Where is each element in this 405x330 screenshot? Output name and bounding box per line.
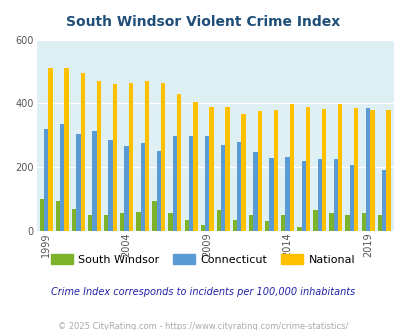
Legend: South Windsor, Connecticut, National: South Windsor, Connecticut, National [46, 250, 359, 269]
Bar [225, 107, 229, 231]
Bar [269, 158, 273, 231]
Bar [188, 136, 193, 231]
Bar [349, 165, 353, 231]
Bar [64, 68, 68, 231]
Bar [361, 214, 365, 231]
Bar [124, 147, 128, 231]
Bar [113, 83, 117, 231]
Bar [328, 214, 333, 231]
Bar [108, 140, 113, 231]
Bar [209, 107, 213, 231]
Bar [205, 136, 209, 231]
Bar [80, 73, 85, 231]
Bar [96, 81, 101, 231]
Bar [216, 210, 220, 231]
Bar [128, 82, 133, 231]
Bar [289, 104, 293, 231]
Bar [55, 201, 60, 231]
Bar [386, 110, 390, 231]
Bar [136, 213, 140, 231]
Bar [345, 215, 349, 231]
Bar [232, 220, 237, 231]
Bar [257, 111, 261, 231]
Bar [253, 152, 257, 231]
Bar [152, 201, 156, 231]
Bar [337, 104, 341, 231]
Bar [241, 114, 245, 231]
Bar [273, 110, 277, 231]
Bar [377, 215, 381, 231]
Text: South Windsor Violent Crime Index: South Windsor Violent Crime Index [66, 15, 339, 29]
Bar [173, 136, 177, 231]
Bar [104, 215, 108, 231]
Bar [145, 81, 149, 231]
Bar [333, 159, 337, 231]
Bar [365, 108, 369, 231]
Bar [313, 210, 317, 231]
Bar [60, 124, 64, 231]
Bar [285, 157, 289, 231]
Text: © 2025 CityRating.com - https://www.cityrating.com/crime-statistics/: © 2025 CityRating.com - https://www.city… [58, 322, 347, 330]
Bar [353, 108, 358, 231]
Bar [40, 199, 44, 231]
Bar [184, 220, 188, 231]
Bar [280, 215, 285, 231]
Bar [88, 215, 92, 231]
Bar [177, 94, 181, 231]
Bar [44, 129, 48, 231]
Bar [200, 225, 205, 231]
Bar [369, 110, 374, 231]
Bar [156, 151, 161, 231]
Bar [305, 107, 309, 231]
Bar [76, 134, 80, 231]
Bar [140, 143, 145, 231]
Bar [317, 159, 321, 231]
Bar [193, 102, 197, 231]
Text: Crime Index corresponds to incidents per 100,000 inhabitants: Crime Index corresponds to incidents per… [51, 287, 354, 297]
Bar [381, 170, 386, 231]
Bar [321, 109, 326, 231]
Bar [92, 130, 96, 231]
Bar [161, 83, 165, 231]
Bar [168, 214, 173, 231]
Bar [301, 161, 305, 231]
Bar [237, 142, 241, 231]
Bar [220, 145, 225, 231]
Bar [248, 215, 253, 231]
Bar [72, 209, 76, 231]
Bar [296, 227, 301, 231]
Bar [48, 68, 53, 231]
Bar [120, 214, 124, 231]
Bar [264, 221, 269, 231]
